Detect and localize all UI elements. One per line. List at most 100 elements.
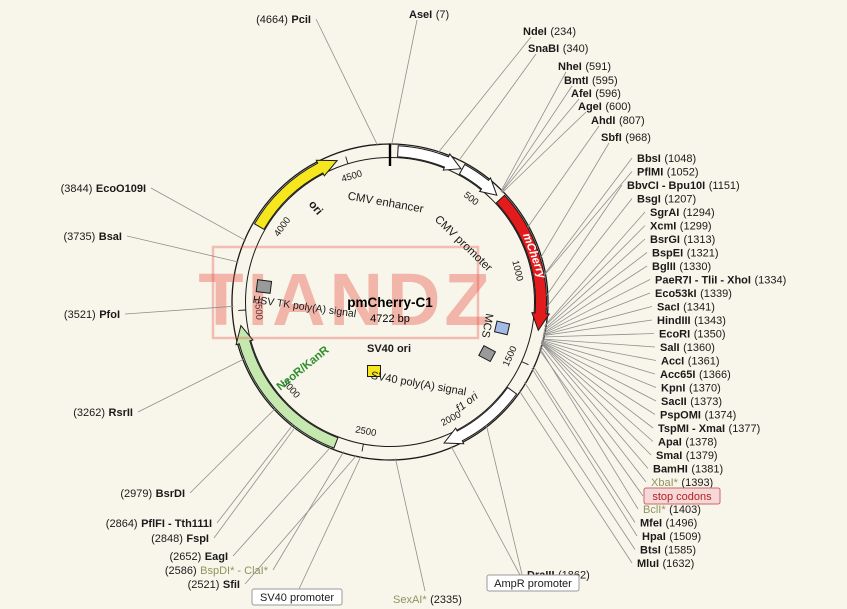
tick-label: 3500 bbox=[252, 298, 264, 320]
site-label-sfii[interactable]: (2521) SfiI bbox=[188, 579, 240, 591]
site-label-pspomi[interactable]: PspOMI (1374) bbox=[660, 410, 736, 422]
feature-box-sv40-poly-a-signal[interactable] bbox=[478, 345, 497, 363]
site-label-tspmi-xmai[interactable]: TspMI - XmaI (1377) bbox=[658, 423, 760, 435]
leader-line bbox=[532, 365, 636, 523]
site-label-kpni[interactable]: KpnI (1370) bbox=[661, 383, 721, 395]
site-label-ndei[interactable]: NdeI (234) bbox=[523, 26, 576, 38]
leader-line bbox=[518, 390, 633, 564]
site-label-afei[interactable]: AfeI (596) bbox=[571, 88, 621, 100]
feature-label-sv40-poly-a-signal[interactable]: SV40 poly(A) signal bbox=[370, 370, 467, 399]
site-label-btsi[interactable]: BtsI (1585) bbox=[640, 545, 696, 557]
leader-line bbox=[539, 142, 610, 259]
leader-line bbox=[539, 347, 639, 510]
site-label-nhei[interactable]: NheI (591) bbox=[558, 61, 611, 73]
site-label-bglii[interactable]: BglII (1330) bbox=[652, 261, 711, 273]
site-label-sacii[interactable]: SacII (1373) bbox=[661, 396, 722, 408]
site-label-bspdi-clai[interactable]: (2586) BspDI* - ClaI* bbox=[165, 565, 269, 577]
ampr-promoter-box[interactable] bbox=[486, 574, 580, 592]
feature-arrow-f1-ori[interactable] bbox=[443, 386, 518, 445]
leader-line bbox=[244, 454, 358, 585]
feature-arrow-neor-kanr[interactable] bbox=[235, 324, 339, 449]
feature-label-sv40-ori[interactable]: SV40 ori bbox=[367, 343, 411, 355]
site-label-bsgi[interactable]: BsgI (1207) bbox=[637, 194, 696, 206]
feature-label-mcs[interactable]: MCS bbox=[479, 312, 495, 338]
leader-line bbox=[546, 198, 633, 308]
site-label-sexai[interactable]: SexAI* (2335) bbox=[393, 594, 462, 606]
site-label-pfoi[interactable]: (3521) PfoI bbox=[64, 309, 120, 321]
feature-arrow-mcherry[interactable] bbox=[495, 194, 551, 332]
site-label-bsrgi[interactable]: BsrGI (1313) bbox=[650, 234, 715, 246]
site-label-acci[interactable]: AccI (1361) bbox=[661, 356, 720, 368]
leader-line bbox=[150, 187, 247, 242]
ampr-promoter-label[interactable]: AmpR promoter bbox=[494, 578, 572, 590]
site-label-sali[interactable]: SalI (1360) bbox=[660, 342, 715, 354]
site-label-bbsi[interactable]: BbsI (1048) bbox=[637, 153, 696, 165]
site-label-rsrii[interactable]: (3262) RsrII bbox=[73, 407, 133, 419]
feature-label-neor-kanr[interactable]: NeoR/KanR bbox=[275, 344, 332, 394]
site-label-apai[interactable]: ApaI (1378) bbox=[658, 437, 717, 449]
leader-line bbox=[501, 85, 573, 193]
site-label-bcli[interactable]: BclI* (1403) bbox=[643, 504, 701, 516]
site-label-hindiii[interactable]: HindIII (1343) bbox=[657, 315, 726, 327]
leader-line bbox=[543, 171, 633, 276]
site-label-bspei[interactable]: BspEI (1321) bbox=[652, 248, 718, 260]
feature-arrow-cmv-promoter[interactable] bbox=[458, 163, 498, 196]
site-label-ecoo109i[interactable]: (3844) EcoO109I bbox=[61, 183, 146, 195]
leader-line bbox=[543, 238, 646, 330]
leader-line bbox=[542, 333, 655, 338]
leader-line bbox=[538, 349, 644, 497]
site-label-paer7i-tlii-xhoi[interactable]: PaeR7I - TliI - XhoI (1334) bbox=[655, 275, 786, 287]
feature-box-sv40-ori[interactable] bbox=[367, 365, 381, 377]
feature-box-mcs[interactable] bbox=[493, 320, 511, 336]
leader-line bbox=[216, 424, 294, 524]
site-label-bsrdi[interactable]: (2979) BsrDI bbox=[120, 488, 185, 500]
stop-codons-label[interactable]: stop codons bbox=[652, 491, 712, 503]
site-label-ahdi[interactable]: AhdI (807) bbox=[591, 115, 645, 127]
site-label-sbfi[interactable]: SbfI (968) bbox=[601, 132, 651, 144]
site-label-pflmi[interactable]: PflMI (1052) bbox=[637, 167, 699, 179]
leader-line bbox=[315, 18, 379, 147]
site-label-sgrai[interactable]: SgrAI (1294) bbox=[650, 207, 715, 219]
site-label-eco53ki[interactable]: Eco53kI (1339) bbox=[655, 288, 732, 300]
leader-line bbox=[486, 425, 523, 575]
site-label-smai[interactable]: SmaI (1379) bbox=[656, 450, 718, 462]
site-label-agei[interactable]: AgeI (600) bbox=[578, 101, 631, 113]
site-label-xcmi[interactable]: XcmI (1299) bbox=[650, 221, 712, 233]
site-label-mlui[interactable]: MluI (1632) bbox=[637, 558, 694, 570]
site-label-fspi[interactable]: (2848) FspI bbox=[151, 533, 209, 545]
feature-box-hsv-tk-poly-a-signal[interactable] bbox=[255, 279, 273, 294]
site-label-bamhi[interactable]: BamHI (1381) bbox=[653, 464, 723, 476]
feature-label-cmv-enhancer[interactable]: CMV enhancer bbox=[347, 190, 425, 215]
leader-line bbox=[541, 338, 657, 361]
leader-line bbox=[501, 98, 580, 193]
site-label-bsai[interactable]: (3735) BsaI bbox=[63, 231, 122, 243]
site-label-pflfi-tth111i[interactable]: (2864) PflFI - Tth111I bbox=[106, 518, 212, 530]
site-label-saci[interactable]: SacI (1341) bbox=[657, 302, 715, 314]
leader-line bbox=[540, 343, 649, 469]
site-label-asei[interactable]: AseI (7) bbox=[409, 9, 449, 21]
site-label-pcii[interactable]: (4664) PciI bbox=[256, 14, 311, 26]
site-label-bbvci-bpu10i[interactable]: BbvCI - Bpu10I (1151) bbox=[627, 180, 740, 192]
site-label-ecori[interactable]: EcoRI (1350) bbox=[659, 329, 725, 341]
site-label-eagi[interactable]: (2652) EagI bbox=[169, 551, 228, 563]
leader-line bbox=[543, 265, 648, 334]
site-label-xbai[interactable]: XbaI* (1393) bbox=[651, 477, 713, 489]
sv40-promoter-box[interactable] bbox=[251, 588, 343, 606]
leader-line bbox=[450, 445, 521, 576]
site-label-acc65i[interactable]: Acc65I (1366) bbox=[660, 369, 731, 381]
stop-codons-box[interactable] bbox=[643, 487, 721, 505]
leader-line bbox=[542, 306, 653, 336]
leader-line bbox=[540, 342, 652, 456]
site-label-bmti[interactable]: BmtI (595) bbox=[564, 75, 618, 87]
feature-arrow-ori[interactable] bbox=[253, 159, 339, 230]
leader-line bbox=[543, 157, 633, 275]
leader-line bbox=[531, 367, 638, 537]
site-label-snabi[interactable]: SnaBI (340) bbox=[528, 43, 588, 55]
sv40-promoter-label[interactable]: SV40 promoter bbox=[260, 592, 334, 604]
site-label-hpai[interactable]: HpaI (1509) bbox=[642, 531, 701, 543]
leader-line bbox=[543, 252, 648, 332]
site-label-mfei[interactable]: MfeI (1496) bbox=[640, 518, 697, 530]
leader-line bbox=[541, 339, 656, 375]
feature-label-ori[interactable]: ori bbox=[306, 199, 325, 218]
feature-arrow-cmv-enhancer[interactable] bbox=[397, 145, 462, 171]
